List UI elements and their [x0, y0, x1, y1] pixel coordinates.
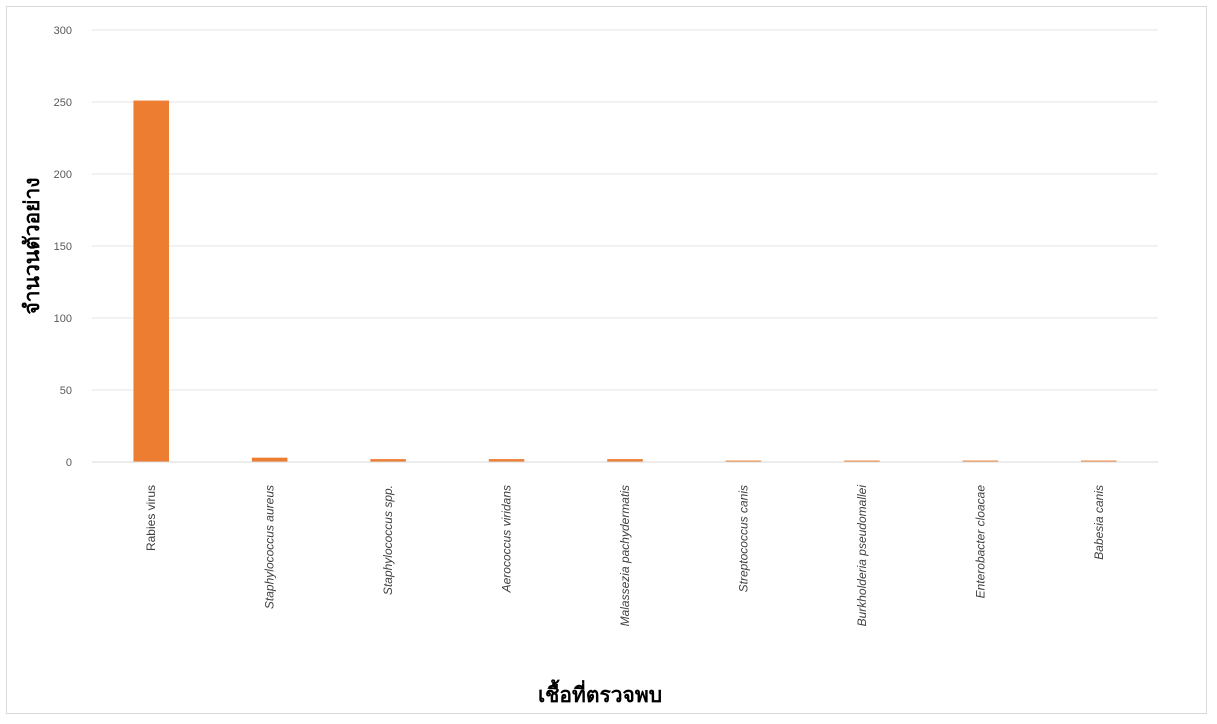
x-category-label: Enterobacter cloacae: [973, 485, 987, 599]
chart-frame: [6, 6, 1207, 714]
bar: [488, 459, 525, 462]
x-category-label: Rabies virus: [144, 485, 158, 551]
bar: [1081, 460, 1117, 462]
x-category-label: Staphylococcus spp.: [381, 485, 395, 595]
y-axis-title: จำนวนตัวอย่าง: [20, 178, 44, 315]
y-tick-label: 300: [54, 25, 72, 37]
y-tick-label: 150: [54, 241, 72, 253]
x-category-label: Aerococcus viridans: [500, 485, 514, 593]
bar: [251, 457, 288, 462]
y-axis-ticks: 0 50 100 150 200 250 300: [54, 25, 72, 469]
bars: [133, 100, 1117, 462]
x-category-label: Malassezia pachydermatis: [618, 485, 632, 626]
bar: [370, 459, 406, 462]
x-axis-categories: Rabies virus Staphylococcus aureus Staphyl…: [144, 485, 1106, 627]
x-category-label: Burkholderia pseudomallei: [855, 485, 869, 627]
gridlines: [92, 29, 1158, 391]
y-tick-label: 50: [60, 385, 72, 397]
bar: [133, 100, 169, 462]
bar: [607, 459, 643, 462]
x-category-label: Babesia canis: [1092, 485, 1106, 560]
x-category-label: Staphylococcus aureus: [263, 485, 277, 609]
bar: [844, 460, 880, 462]
y-tick-label: 0: [66, 457, 72, 469]
y-tick-label: 100: [54, 313, 72, 325]
y-tick-label: 200: [54, 169, 72, 181]
bar: [962, 460, 999, 462]
x-category-label: Streptococcus canis: [736, 485, 750, 592]
x-axis-title: เชื้อที่ตรวจพบ: [538, 679, 662, 707]
bar: [725, 460, 762, 462]
y-tick-label: 250: [54, 97, 72, 109]
